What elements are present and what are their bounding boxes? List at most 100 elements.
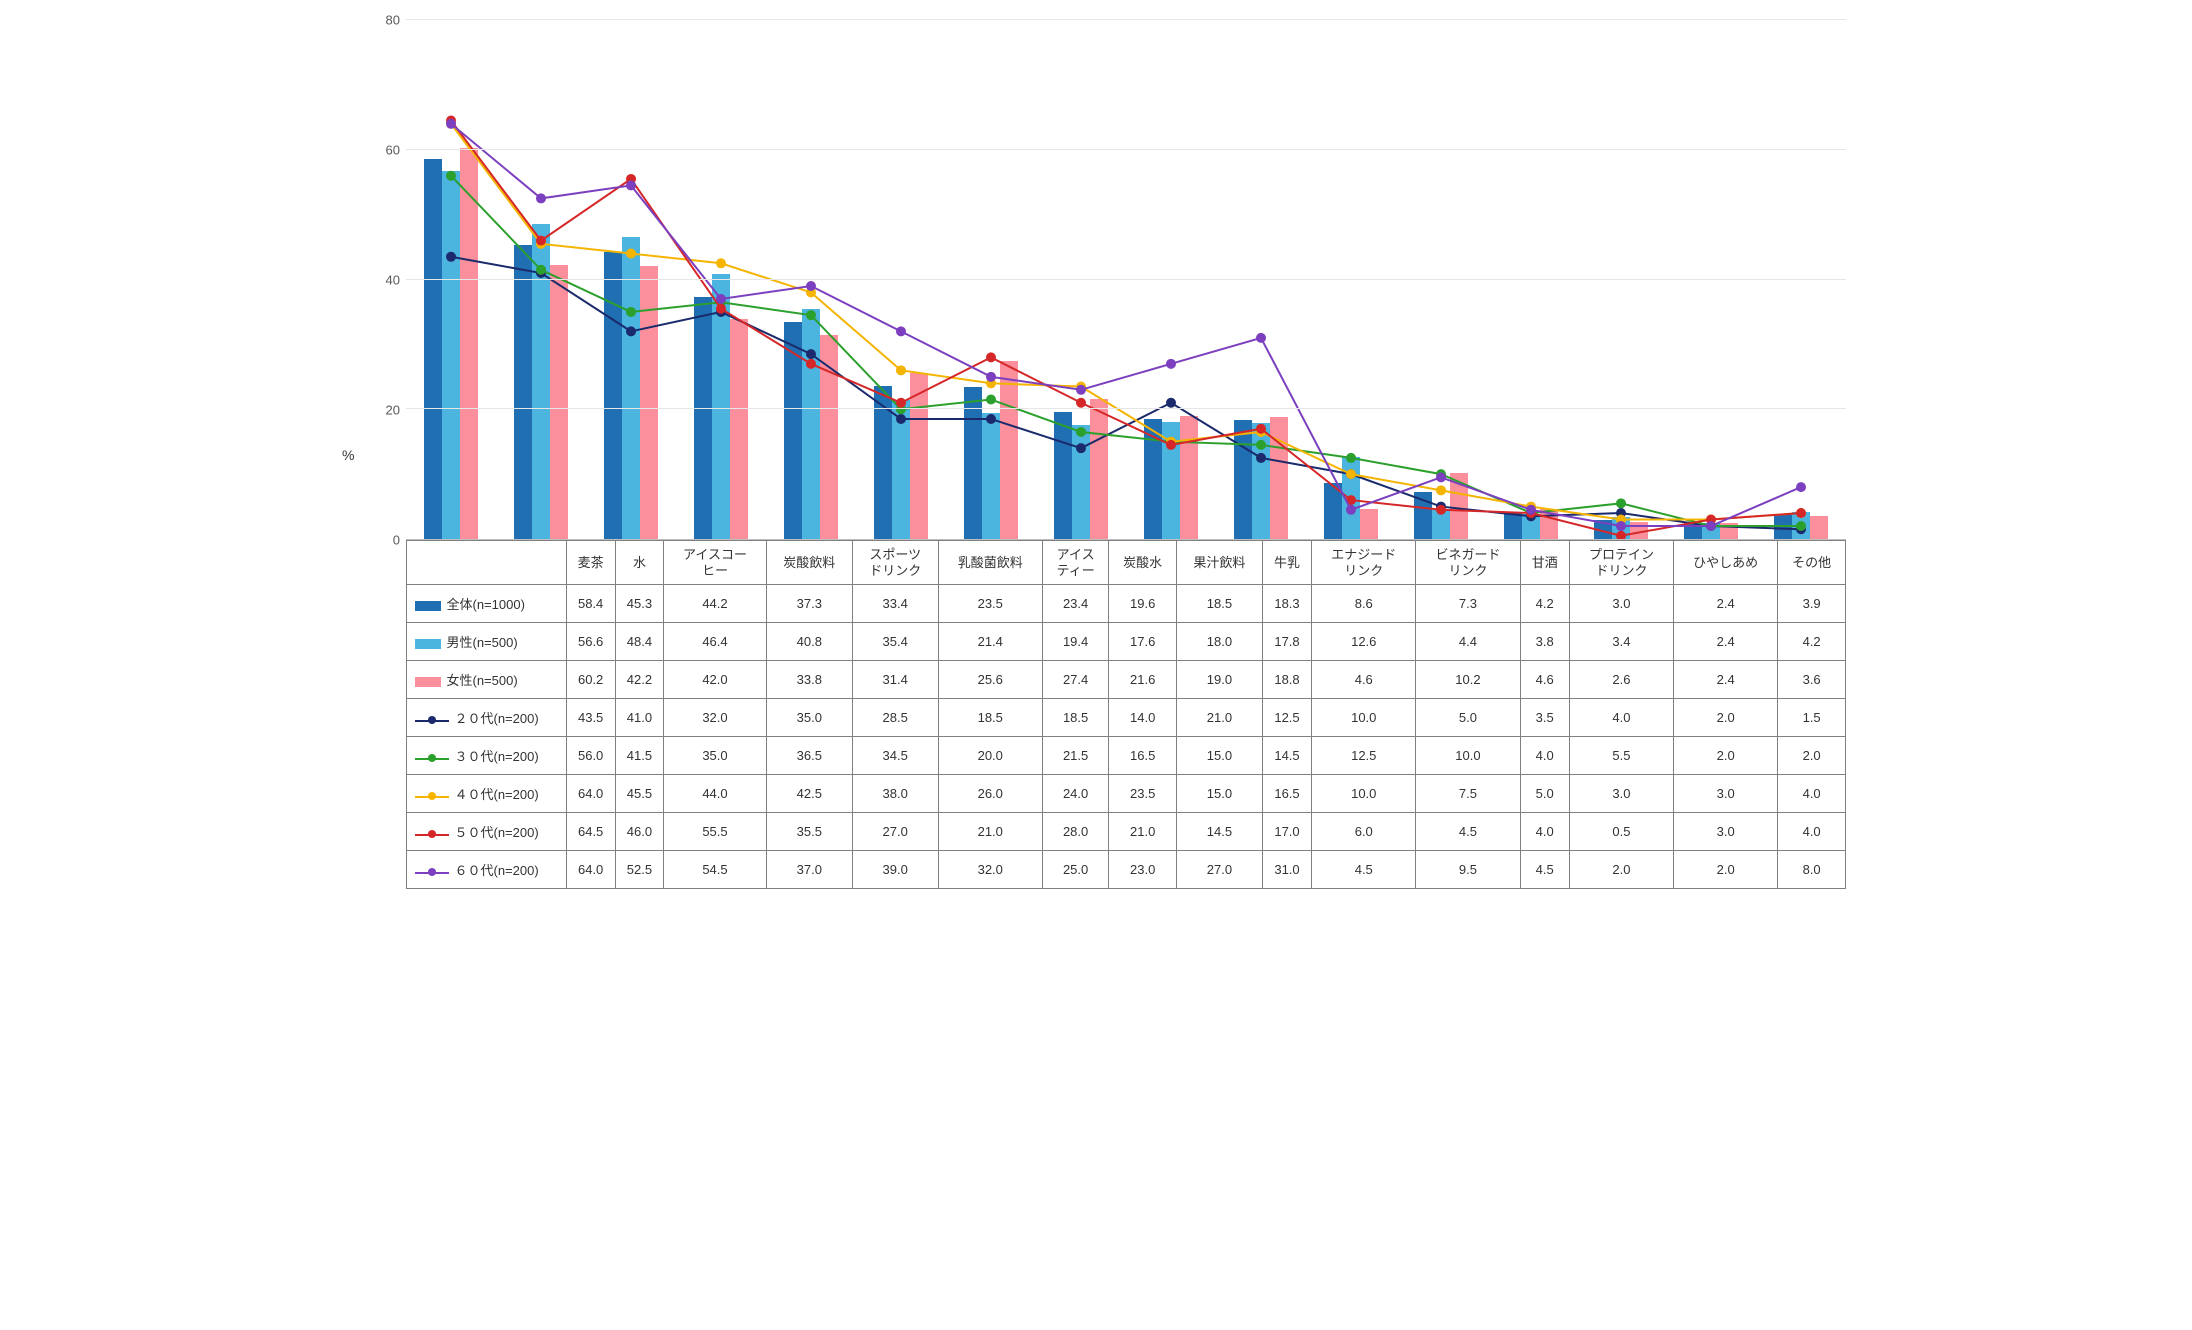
data-cell: 45.5 xyxy=(615,775,663,813)
bar xyxy=(622,237,640,539)
legend-label: 全体(n=1000) xyxy=(447,597,525,612)
category-header: 牛乳 xyxy=(1262,541,1311,585)
data-cell: 33.8 xyxy=(766,661,852,699)
bar xyxy=(1504,512,1522,539)
bar xyxy=(1432,510,1450,539)
bar xyxy=(910,373,928,539)
data-cell: 3.0 xyxy=(1569,775,1673,813)
data-cell: 64.5 xyxy=(566,813,615,851)
bar xyxy=(730,319,748,539)
data-cell: 19.6 xyxy=(1109,585,1177,623)
data-cell: 43.5 xyxy=(566,699,615,737)
data-cell: 64.0 xyxy=(566,851,615,889)
data-cell: 15.0 xyxy=(1176,737,1262,775)
data-cell: 36.5 xyxy=(766,737,852,775)
y-tick: 20 xyxy=(386,403,400,418)
legend-header-spacer xyxy=(406,541,566,585)
data-cell: 28.5 xyxy=(852,699,938,737)
data-cell: 15.0 xyxy=(1176,775,1262,813)
data-cell: 18.5 xyxy=(1042,699,1109,737)
data-cell: 46.0 xyxy=(615,813,663,851)
bar xyxy=(1612,517,1630,539)
bar xyxy=(1000,361,1018,539)
data-cell: 4.5 xyxy=(1520,851,1569,889)
bar xyxy=(1360,509,1378,539)
legend-label: ４０代(n=200) xyxy=(455,787,539,802)
category-header: その他 xyxy=(1778,541,1846,585)
legend-cell: ５０代(n=200) xyxy=(406,813,566,851)
bar xyxy=(1720,523,1738,539)
data-cell: 3.8 xyxy=(1520,623,1569,661)
data-cell: 28.0 xyxy=(1042,813,1109,851)
bar xyxy=(1180,416,1198,540)
data-cell: 2.0 xyxy=(1674,851,1778,889)
bar xyxy=(1774,514,1792,539)
table-row: ３０代(n=200)56.041.535.036.534.520.021.516… xyxy=(346,737,1846,775)
data-cell: 60.2 xyxy=(566,661,615,699)
gridline xyxy=(406,279,1846,280)
data-cell: 34.5 xyxy=(852,737,938,775)
data-cell: 23.0 xyxy=(1109,851,1177,889)
category-header: アイスティー xyxy=(1042,541,1109,585)
legend-line-swatch xyxy=(415,752,449,764)
data-cell: 7.3 xyxy=(1416,585,1520,623)
data-table: 麦茶水アイスコーヒー炭酸飲料スポーツドリンク乳酸菌飲料アイスティー炭酸水果汁飲料… xyxy=(346,540,1846,889)
data-cell: 25.6 xyxy=(938,661,1042,699)
legend-label: ６０代(n=200) xyxy=(455,863,539,878)
data-cell: 16.5 xyxy=(1109,737,1177,775)
data-cell: 42.2 xyxy=(615,661,663,699)
data-cell: 9.5 xyxy=(1416,851,1520,889)
bar xyxy=(1342,457,1360,539)
data-cell: 2.4 xyxy=(1674,661,1778,699)
data-cell: 44.0 xyxy=(664,775,767,813)
data-cell: 55.5 xyxy=(664,813,767,851)
data-cell: 23.5 xyxy=(938,585,1042,623)
category-header: 炭酸水 xyxy=(1109,541,1177,585)
data-cell: 5.0 xyxy=(1416,699,1520,737)
data-cell: 21.0 xyxy=(1109,813,1177,851)
bar xyxy=(1792,512,1810,539)
data-cell: 35.4 xyxy=(852,623,938,661)
bar xyxy=(1234,420,1252,539)
data-cell: 18.5 xyxy=(938,699,1042,737)
data-cell: 27.0 xyxy=(1176,851,1262,889)
bar xyxy=(514,245,532,539)
data-cell: 56.6 xyxy=(566,623,615,661)
data-cell: 18.5 xyxy=(1176,585,1262,623)
data-cell: 40.8 xyxy=(766,623,852,661)
y-axis: 020406080 xyxy=(346,20,406,540)
table-row: 男性(n=500)56.648.446.440.835.421.419.417.… xyxy=(346,623,1846,661)
data-cell: 3.0 xyxy=(1569,585,1673,623)
bar-group xyxy=(1396,20,1486,539)
legend-line-swatch xyxy=(415,866,449,878)
bar xyxy=(820,335,838,539)
data-cell: 31.4 xyxy=(852,661,938,699)
bar-group xyxy=(496,20,586,539)
data-cell: 20.0 xyxy=(938,737,1042,775)
legend-cell: 女性(n=500) xyxy=(406,661,566,699)
bar xyxy=(1054,412,1072,539)
data-cell: 37.0 xyxy=(766,851,852,889)
bar xyxy=(1594,520,1612,540)
data-cell: 18.8 xyxy=(1262,661,1311,699)
data-cell: 18.3 xyxy=(1262,585,1311,623)
data-cell: 0.5 xyxy=(1569,813,1673,851)
legend-bar-swatch xyxy=(415,677,441,687)
legend-bar-swatch xyxy=(415,639,441,649)
bar-group xyxy=(586,20,676,539)
legend-label: 男性(n=500) xyxy=(447,635,518,650)
bar-group xyxy=(1576,20,1666,539)
data-cell: 10.2 xyxy=(1416,661,1520,699)
legend-label: ２０代(n=200) xyxy=(455,711,539,726)
data-cell: 52.5 xyxy=(615,851,663,889)
bar-group xyxy=(856,20,946,539)
data-cell: 4.4 xyxy=(1416,623,1520,661)
data-cell: 17.6 xyxy=(1109,623,1177,661)
data-cell: 8.6 xyxy=(1312,585,1416,623)
data-cell: 33.4 xyxy=(852,585,938,623)
data-cell: 44.2 xyxy=(664,585,767,623)
category-header: 乳酸菌飲料 xyxy=(938,541,1042,585)
legend-cell: ２０代(n=200) xyxy=(406,699,566,737)
data-cell: 3.5 xyxy=(1520,699,1569,737)
gridline xyxy=(406,19,1846,20)
